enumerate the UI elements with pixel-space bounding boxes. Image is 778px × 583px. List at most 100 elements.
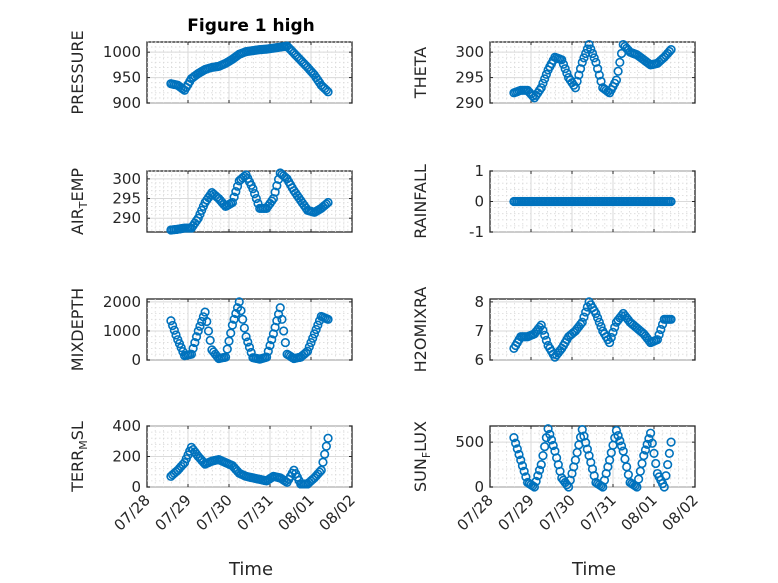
sun-flux-data-points: [509, 424, 676, 492]
h2omixra-data-point-interp: [622, 313, 632, 323]
sun-flux-data-point-interp: [538, 451, 548, 461]
sun-flux-data-point-interp: [649, 448, 659, 458]
mixdepth-data-point-interp: [311, 324, 321, 335]
sun-flux-data-point-interp: [512, 444, 522, 454]
rainfall-y-axis-label: RAINFALL: [411, 164, 430, 239]
sun-flux-data-point-interp: [511, 438, 521, 448]
theta-data-point-interp: [562, 68, 572, 78]
mixdepth-data-point-interp: [191, 332, 202, 342]
theta-data-point-interp: [534, 85, 545, 95]
sun-flux-data-point-interp: [613, 431, 623, 441]
sun-flux-data-point: [509, 433, 519, 443]
mixdepth-data-point-interp: [203, 326, 214, 336]
sun-flux-x-tick-label: 07/30: [536, 491, 579, 534]
mixdepth-data-point-interp: [279, 326, 289, 336]
air-temp-plot-area: [146, 170, 353, 233]
sun-flux-data-point-interp: [534, 465, 545, 475]
air-temp-data-point-interp: [320, 200, 330, 211]
mixdepth-data-point: [309, 329, 320, 339]
sun-flux-data-point-interp: [642, 439, 652, 449]
sun-flux-data-point: [543, 424, 553, 434]
theta-data-point-interp: [594, 70, 604, 80]
theta-data-point-interp: [610, 78, 620, 88]
x-axis-label-right: Time: [571, 559, 616, 580]
theta-data-point-interp: [613, 66, 623, 76]
sun-flux-y-tick-label: 0: [474, 478, 484, 496]
mixdepth-data-point: [166, 316, 176, 326]
h2omixra-data-point-interp: [635, 326, 645, 336]
sun-flux-data-point-interp: [616, 441, 627, 451]
mixdepth-data-point-interp: [205, 335, 215, 345]
h2omixra-plot-area: [489, 298, 696, 361]
terr-msl-data-point-interp: [190, 447, 200, 457]
pressure-data-point-interp: [285, 45, 296, 55]
air-temp-data-point-interp: [210, 190, 220, 201]
sun-flux-data-point-interp: [546, 435, 557, 445]
mixdepth-data-point-interp: [239, 323, 249, 333]
sun-flux-data-point-interp: [640, 445, 651, 455]
sun-flux-data-point-interp: [569, 462, 579, 472]
theta-y-tick-label: 295: [455, 69, 484, 87]
terr-msl-x-tick-label: 07/30: [193, 491, 236, 534]
h2omixra-data-point-interp: [575, 319, 586, 330]
theta-data-point-interp: [593, 64, 603, 74]
theta-data-point-interp: [589, 53, 599, 63]
mixdepth-data-point-interp: [219, 352, 229, 363]
mixdepth-data-point-interp: [244, 342, 255, 352]
mixdepth-data-point-interp: [308, 333, 318, 343]
mixdepth-data-point-interp: [265, 340, 275, 351]
air-temp-y-tick-label: 290: [112, 209, 141, 227]
sun-flux-data-point-interp: [519, 466, 529, 476]
theta-data-point-interp: [575, 64, 586, 74]
terr-msl-major-grid: [147, 425, 352, 488]
sun-flux-data-point-interp: [615, 436, 625, 446]
h2omixra-data-point-interp: [594, 317, 604, 327]
terr-msl-y-tick-label: 0: [131, 478, 141, 496]
sun-flux-data-point-interp: [514, 449, 524, 460]
mixdepth-data-point-interp: [236, 306, 246, 316]
rainfall-data-point-interp: [664, 196, 674, 207]
sun-flux-x-tick-label: 07/29: [495, 491, 538, 534]
pressure-data-point-interp: [321, 85, 331, 95]
sun-flux-data-point-interp: [623, 470, 633, 480]
air-temp-data-points: [166, 168, 333, 235]
sun-flux-data-point-interp: [637, 458, 647, 469]
mixdepth-data-point-interp: [321, 314, 331, 324]
sun-flux-data-point-interp: [548, 440, 558, 451]
theta-data-point-interp: [656, 55, 666, 65]
mixdepth-data-point-interp: [313, 320, 323, 330]
mixdepth-data-point-interp: [169, 325, 179, 335]
sun-flux-data-point: [516, 455, 526, 465]
terr-msl-x-tick-label: 07/28: [111, 491, 154, 534]
rainfall-y-tick-label: -1: [469, 223, 484, 241]
mixdepth-data-point: [234, 297, 244, 307]
h2omixra-data-point-interp: [579, 312, 589, 322]
air-temp-data-point-interp: [250, 189, 260, 199]
terr-msl-data-point-interp: [306, 476, 316, 486]
air-temp-data-point-interp: [321, 199, 331, 209]
air-temp-data-point-interp: [267, 196, 277, 206]
sun-flux-data-point: [536, 459, 546, 470]
h2omixra-y-tick-label: 6: [474, 351, 484, 369]
air-temp-data-point-interp: [272, 181, 282, 191]
terr-msl-y-tick-label: 200: [112, 448, 141, 466]
mixdepth-data-point: [241, 332, 251, 342]
sun-flux-data-point-interp: [663, 459, 673, 470]
terr-msl-data-points: [166, 433, 333, 489]
theta-data-point: [584, 39, 594, 50]
h2omixra-data-point-interp: [596, 321, 606, 332]
theta-data-points: [509, 39, 676, 103]
h2omixra-data-point-interp: [574, 321, 584, 332]
pressure-data-point-interp: [306, 66, 316, 76]
pressure-y-tick-label: 1000: [103, 43, 141, 61]
theta-data-point-interp: [579, 53, 589, 63]
air-temp-data-point-interp: [246, 180, 256, 190]
mixdepth-data-point-interp: [197, 316, 207, 327]
pressure-y-tick-label: 900: [112, 94, 141, 112]
sun-flux-data-point-interp: [661, 471, 671, 481]
sun-flux-data-point-interp: [582, 444, 592, 454]
air-temp-data-point-interp: [270, 187, 280, 197]
sun-flux-x-tick-label: 07/31: [577, 491, 620, 534]
